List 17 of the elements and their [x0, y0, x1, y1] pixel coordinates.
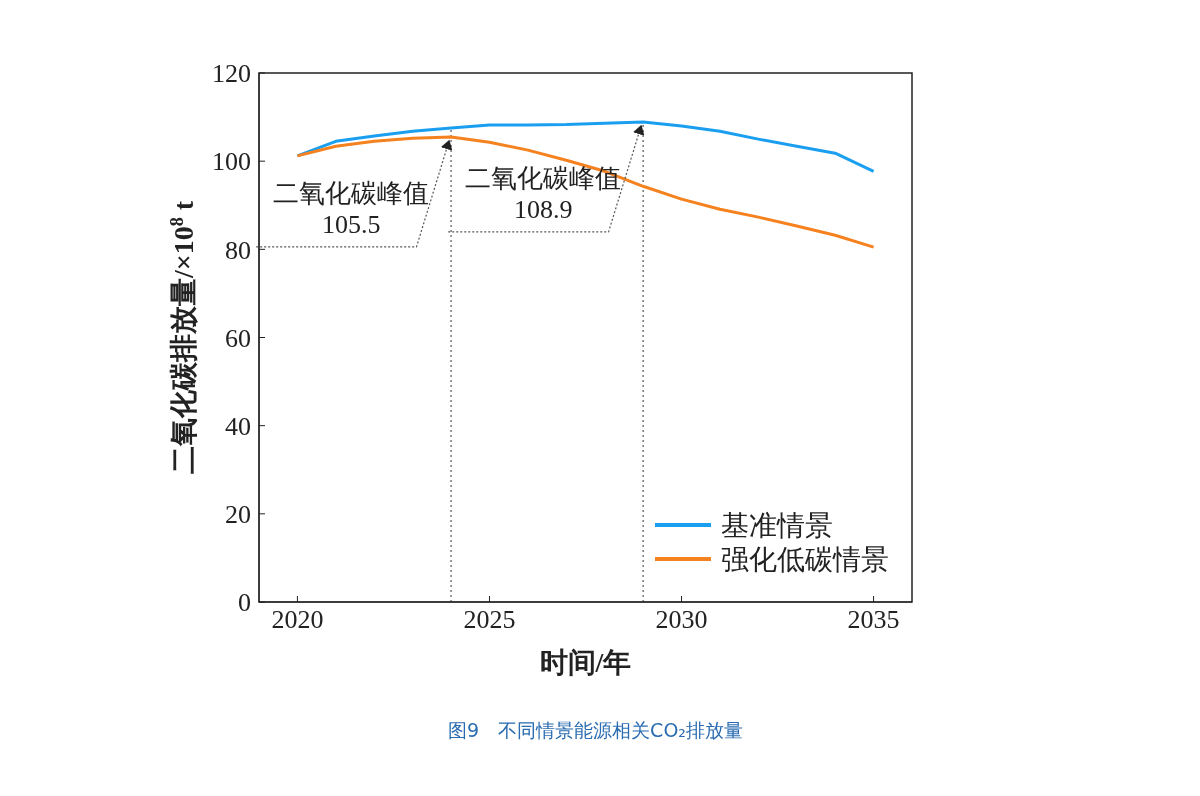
x-tick-label: 2035: [847, 605, 900, 635]
y-tick-label: 100: [212, 147, 251, 177]
y-tick-label: 120: [212, 59, 251, 89]
x-tick-label: 2030: [655, 605, 708, 635]
y-tick-label: 60: [225, 323, 251, 353]
y-tick-label: 0: [238, 588, 251, 618]
x-tick-label: 2020: [271, 605, 324, 635]
y-tick-label: 20: [225, 500, 251, 530]
y-tick-label: 80: [225, 235, 251, 265]
caption: 图9 不同情景能源相关CO₂排放量: [448, 719, 743, 741]
annotation: 二氧化碳峰值 105.5: [273, 178, 430, 239]
x-axis-title: 时间/年: [539, 647, 632, 678]
legend-label: 基准情景: [721, 510, 833, 541]
annotation: 二氧化碳峰值 108.9: [465, 163, 622, 224]
x-tick-label: 2025: [463, 605, 516, 635]
legend-label: 强化低碳情景: [721, 544, 889, 575]
y-tick-label: 40: [225, 411, 251, 441]
